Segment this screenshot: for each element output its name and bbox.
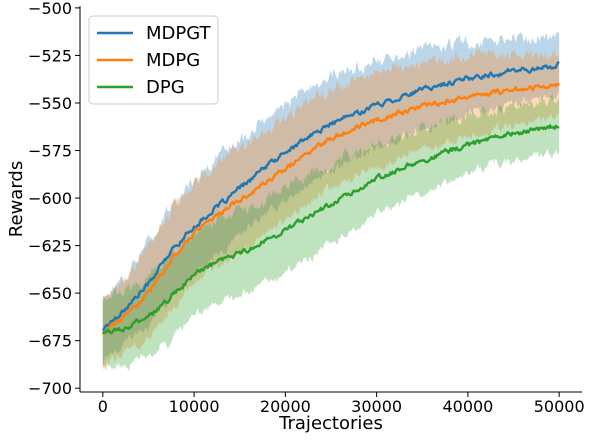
series-lines	[101, 61, 561, 335]
y-tick-label: −600	[28, 189, 72, 208]
x-axis-title: Trajectories	[278, 413, 383, 434]
x-tick-label: 30000	[351, 397, 402, 416]
y-tick-label: −575	[28, 142, 72, 161]
x-tick-label: 20000	[260, 397, 311, 416]
y-tick-label: −700	[28, 379, 72, 398]
y-tick-label: −625	[28, 237, 72, 256]
axes	[79, 6, 582, 393]
line-dpg	[101, 124, 560, 335]
legend-label-mdpg: MDPG	[146, 50, 200, 71]
line-mdpg	[101, 82, 561, 335]
y-axis-title: Rewards	[6, 161, 27, 237]
x-tick-label: 40000	[442, 397, 493, 416]
legend-frame	[88, 15, 219, 105]
line-mdpgt	[101, 61, 560, 332]
x-tick-label: 50000	[534, 397, 585, 416]
y-tick-label: −550	[28, 94, 72, 113]
legend: MDPGT MDPG DPG	[88, 15, 219, 105]
y-ticks: −500 −525 −550 −575 −600 −625 −650 −675 −700	[28, 0, 80, 398]
x-tick-label: 10000	[169, 397, 220, 416]
x-ticks: 0 10000 20000 30000 40000 50000	[98, 392, 585, 416]
y-tick-label: −650	[28, 284, 72, 303]
band-mdpgt	[102, 31, 560, 365]
band-dpg	[102, 94, 560, 371]
band-mdpg	[102, 47, 560, 372]
x-tick-label: 0	[98, 397, 108, 416]
legend-label-mdpgt: MDPGT	[146, 23, 212, 44]
y-tick-label: −500	[28, 0, 72, 18]
y-tick-label: −675	[28, 332, 72, 351]
y-tick-label: −525	[28, 46, 72, 65]
confidence-bands	[102, 31, 560, 372]
legend-label-dpg: DPG	[146, 77, 185, 98]
